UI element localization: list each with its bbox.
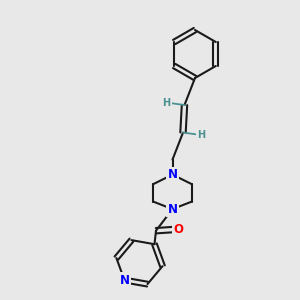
Text: N: N <box>119 274 129 286</box>
Text: N: N <box>167 168 178 181</box>
Text: H: H <box>162 98 171 108</box>
Text: N: N <box>167 202 178 216</box>
Text: O: O <box>173 223 184 236</box>
Text: H: H <box>197 130 205 140</box>
